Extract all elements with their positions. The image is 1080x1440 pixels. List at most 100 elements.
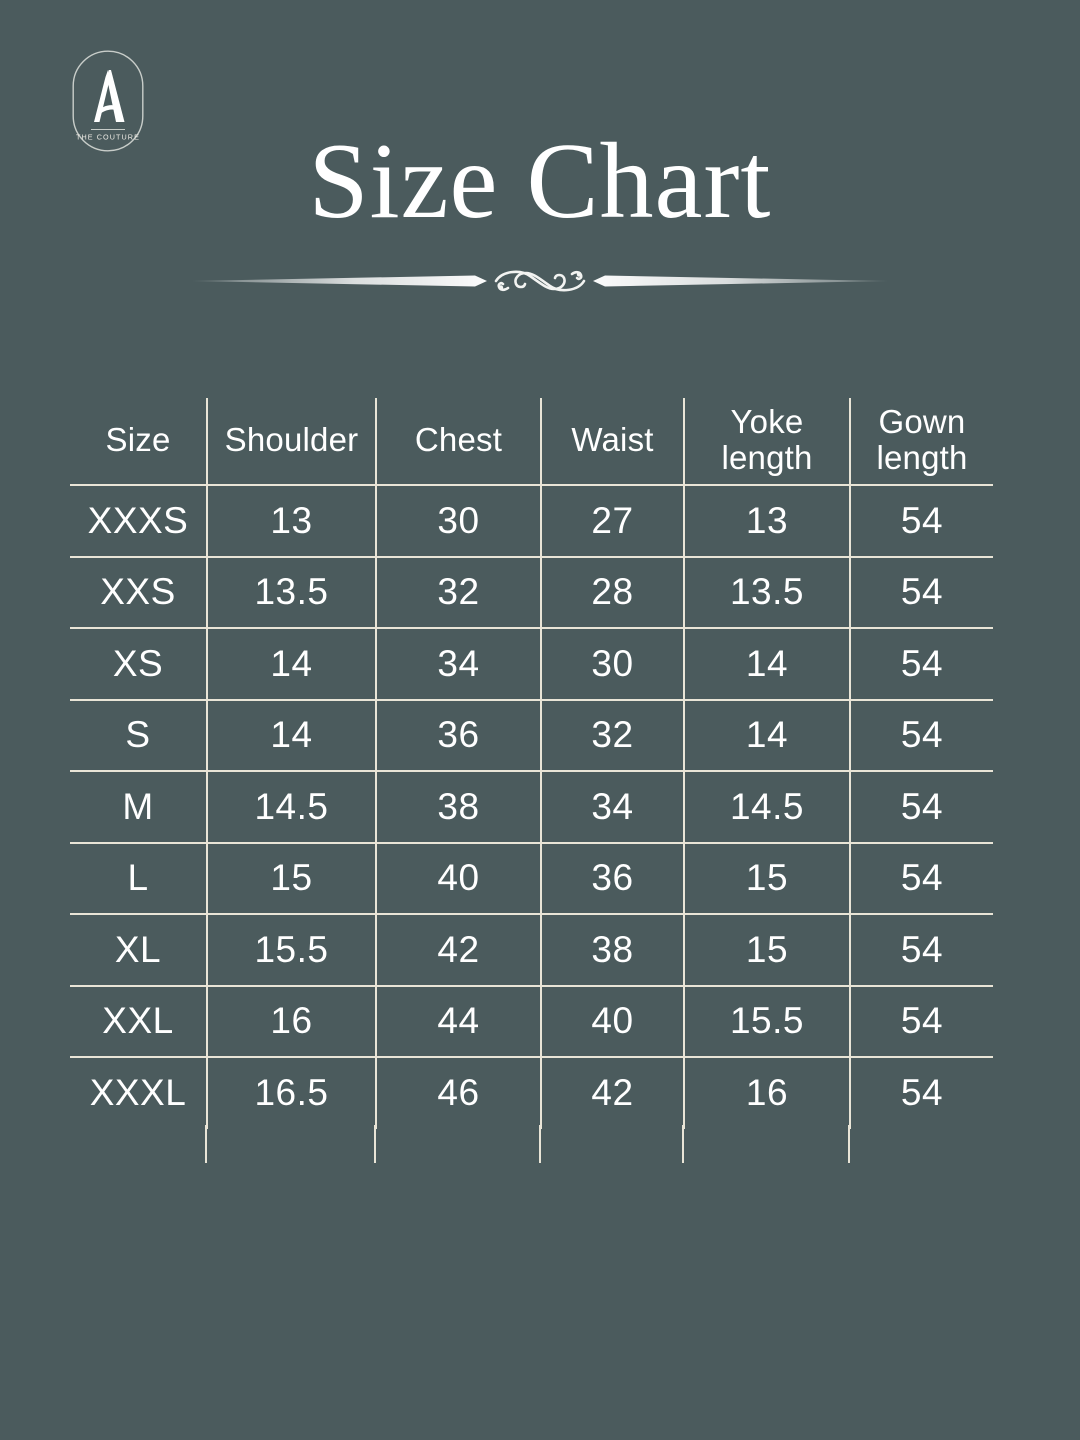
cell-value: S bbox=[125, 714, 151, 756]
cell-value: 16 bbox=[745, 1072, 789, 1114]
cell-value: 14 bbox=[270, 714, 313, 756]
cell-chest: 42 bbox=[376, 914, 542, 987]
cell-value: 32 bbox=[437, 571, 480, 613]
cell-chest: 30 bbox=[376, 485, 542, 558]
table-row: M 14.5 38 34 14.5 54 bbox=[70, 771, 993, 844]
table-row: XXL 16 44 40 15.5 54 bbox=[70, 985, 993, 1058]
column-header-yoke-length: Yoke length bbox=[684, 398, 851, 486]
cell-shoulder: 15 bbox=[207, 842, 377, 915]
cell-value: XXXS bbox=[87, 499, 189, 541]
cell-gown-length: 54 bbox=[850, 985, 993, 1058]
divider-rule-left bbox=[192, 275, 487, 287]
cell-value: 16.5 bbox=[254, 1072, 329, 1114]
cell-value: 38 bbox=[591, 928, 634, 970]
cell-chest: 44 bbox=[376, 985, 542, 1058]
cell-value: 15 bbox=[745, 857, 789, 899]
cell-shoulder: 14.5 bbox=[207, 771, 377, 844]
cell-waist: 30 bbox=[541, 628, 685, 701]
cell-chest: 36 bbox=[376, 699, 542, 772]
cell-gown-length: 54 bbox=[850, 842, 993, 915]
column-header-label-line1: Gown bbox=[878, 403, 966, 441]
table-row: XXXL 16.5 46 42 16 54 bbox=[70, 1057, 993, 1129]
table-header: Size Shoulder Chest Waist Yoke length Go… bbox=[70, 398, 993, 486]
cell-value: 36 bbox=[437, 714, 480, 756]
cell-yoke-length: 14.5 bbox=[684, 771, 851, 844]
cell-gown-length: 54 bbox=[850, 628, 993, 701]
cell-value: 14.5 bbox=[254, 785, 329, 827]
cell-chest: 34 bbox=[376, 628, 542, 701]
cell-waist: 27 bbox=[541, 485, 685, 558]
cell-shoulder: 16 bbox=[207, 985, 377, 1058]
cell-value: 13 bbox=[745, 499, 789, 541]
cell-size: L bbox=[70, 842, 208, 915]
cell-value: 13 bbox=[270, 499, 313, 541]
cell-gown-length: 54 bbox=[850, 699, 993, 772]
logo-mark-icon: THE COUTURE bbox=[72, 50, 144, 152]
cell-value: 42 bbox=[591, 1072, 634, 1114]
cell-yoke-length: 14 bbox=[684, 699, 851, 772]
table-row: XS 14 34 30 14 54 bbox=[70, 628, 993, 701]
cell-value: 54 bbox=[900, 714, 944, 756]
cell-chest: 32 bbox=[376, 556, 542, 629]
cell-value: 40 bbox=[591, 1000, 634, 1042]
cell-size: XS bbox=[70, 628, 208, 701]
cell-value: 15.5 bbox=[254, 928, 329, 970]
table-body: XXXS 13 30 27 13 54 XXS 13.5 32 28 13.5 54 XS 14 34 30 1… bbox=[70, 485, 993, 1129]
page-title: Size Chart bbox=[308, 122, 772, 241]
cell-gown-length: 54 bbox=[850, 771, 993, 844]
table-row: L 15 40 36 15 54 bbox=[70, 842, 993, 915]
cell-waist: 28 bbox=[541, 556, 685, 629]
column-header-label-line1: Yoke bbox=[730, 403, 804, 441]
table-vertical-rule bbox=[205, 1125, 207, 1163]
cell-yoke-length: 15 bbox=[684, 914, 851, 987]
title-divider bbox=[190, 258, 890, 304]
cell-value: 42 bbox=[437, 928, 480, 970]
cell-value: 36 bbox=[591, 857, 634, 899]
cell-value: 13.5 bbox=[729, 571, 804, 613]
cell-value: 54 bbox=[900, 857, 944, 899]
logo-capsule-outline-icon bbox=[72, 50, 144, 152]
cell-value: 54 bbox=[900, 642, 944, 684]
cell-value: XXL bbox=[102, 1000, 174, 1042]
cell-chest: 46 bbox=[376, 1057, 542, 1129]
column-header-size: Size bbox=[70, 398, 208, 486]
table-rule-overhang bbox=[70, 1125, 993, 1163]
cell-value: 54 bbox=[900, 928, 944, 970]
logo-monogram-a-icon bbox=[94, 70, 125, 122]
cell-yoke-length: 15 bbox=[684, 842, 851, 915]
cell-value: 30 bbox=[437, 499, 480, 541]
cell-value: 13.5 bbox=[254, 571, 329, 613]
cell-waist: 42 bbox=[541, 1057, 685, 1129]
cell-yoke-length: 13.5 bbox=[684, 556, 851, 629]
cell-value: 15 bbox=[270, 857, 313, 899]
cell-waist: 34 bbox=[541, 771, 685, 844]
cell-value: 30 bbox=[591, 642, 634, 684]
cell-value: 34 bbox=[437, 642, 480, 684]
cell-shoulder: 13 bbox=[207, 485, 377, 558]
cell-value: 14 bbox=[745, 642, 789, 684]
table-row: XXXS 13 30 27 13 54 bbox=[70, 485, 993, 558]
cell-gown-length: 54 bbox=[850, 1057, 993, 1129]
cell-size: M bbox=[70, 771, 208, 844]
column-header-waist: Waist bbox=[541, 398, 685, 486]
cell-value: 16 bbox=[270, 1000, 313, 1042]
column-header-label: Chest bbox=[414, 421, 503, 459]
cell-waist: 40 bbox=[541, 985, 685, 1058]
column-header-shoulder: Shoulder bbox=[207, 398, 377, 486]
cell-shoulder: 16.5 bbox=[207, 1057, 377, 1129]
cell-size: XXXS bbox=[70, 485, 208, 558]
cell-value: 28 bbox=[591, 571, 634, 613]
logo-wordmark: THE COUTURE bbox=[76, 133, 140, 142]
column-header-label: Shoulder bbox=[224, 421, 359, 459]
column-header-label-line2: length bbox=[721, 439, 813, 476]
divider-flourish-accent-icon bbox=[498, 272, 582, 290]
cell-yoke-length: 15.5 bbox=[684, 985, 851, 1058]
column-header-chest: Chest bbox=[376, 398, 542, 486]
cell-shoulder: 15.5 bbox=[207, 914, 377, 987]
column-header-label: Waist bbox=[571, 421, 654, 459]
cell-value: XXS bbox=[100, 571, 176, 613]
cell-value: L bbox=[127, 857, 149, 899]
table-row: XL 15.5 42 38 15 54 bbox=[70, 914, 993, 987]
cell-value: 15.5 bbox=[729, 1000, 804, 1042]
table-vertical-rule bbox=[848, 1125, 850, 1163]
